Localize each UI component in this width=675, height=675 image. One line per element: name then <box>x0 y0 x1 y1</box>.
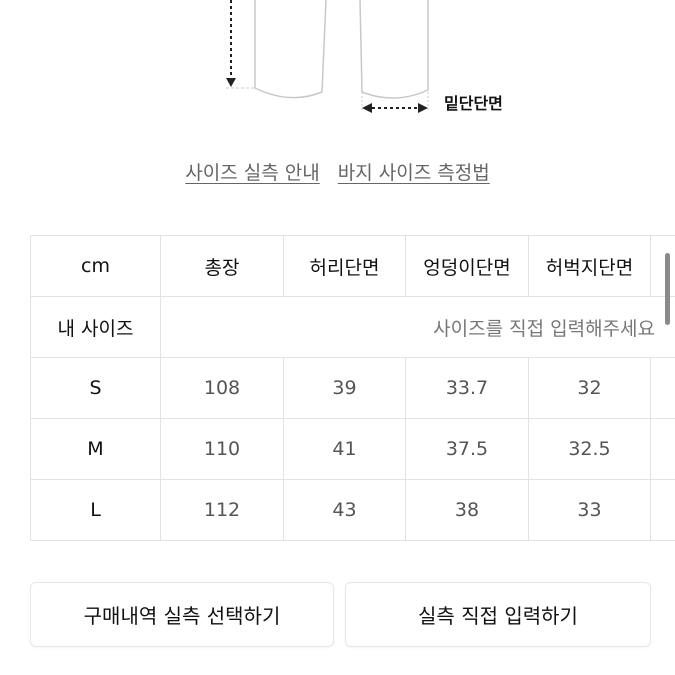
size-guide-link[interactable]: 사이즈 실측 안내 <box>185 162 320 184</box>
header-waist: 허리단면 <box>283 235 406 297</box>
cell <box>650 418 675 480</box>
header-hip: 엉덩이단면 <box>405 235 529 297</box>
hem-arrow-left <box>362 103 372 113</box>
header-unit: cm <box>30 235 161 297</box>
cell: 110 <box>160 418 284 480</box>
hem-arrow-right <box>418 103 428 113</box>
hem-width-label: 밑단단면 <box>444 94 503 113</box>
guide-links: 사이즈 실측 안내 바지 사이즈 측정법 <box>0 158 675 185</box>
cell: 39 <box>283 357 406 419</box>
cell <box>650 357 675 419</box>
my-size-placeholder: 사이즈를 직접 입력해주세요 <box>433 317 655 340</box>
header-thigh: 허벅지단면 <box>528 235 651 297</box>
size-label: M <box>30 418 161 480</box>
cell: 112 <box>160 479 284 541</box>
my-size-label: 내 사이즈 <box>30 296 161 358</box>
pants-measure-link[interactable]: 바지 사이즈 측정법 <box>337 162 490 184</box>
cell: 32 <box>528 357 651 419</box>
select-purchase-history-button[interactable]: 구매내역 실측 선택하기 <box>30 582 334 647</box>
cell: 38 <box>405 479 529 541</box>
pants-measurement-diagram <box>226 0 429 113</box>
header-total-length: 총장 <box>160 235 284 297</box>
table-header-row: cm 총장 허리단면 엉덩이단면 허벅지단면 <box>30 235 675 297</box>
direct-input-button[interactable]: 실측 직접 입력하기 <box>345 582 651 647</box>
table-row: S 108 39 33.7 32 <box>30 357 675 419</box>
cell: 33 <box>528 479 651 541</box>
my-size-input[interactable]: 사이즈를 직접 입력해주세요 <box>160 296 675 358</box>
cell: 41 <box>283 418 406 480</box>
cell: 37.5 <box>405 418 529 480</box>
size-table: cm 총장 허리단면 엉덩이단면 허벅지단면 내 사이즈 사이즈를 직접 입력해… <box>30 235 675 541</box>
cell: 43 <box>283 479 406 541</box>
my-size-row[interactable]: 내 사이즈 사이즈를 직접 입력해주세요 <box>30 296 675 358</box>
length-arrow-head <box>226 78 236 87</box>
table-row: L 112 43 38 33 <box>30 479 675 541</box>
table-scrollbar[interactable] <box>665 253 670 325</box>
size-label: S <box>30 357 161 419</box>
cell <box>650 479 675 541</box>
cell: 108 <box>160 357 284 419</box>
size-label: L <box>30 479 161 541</box>
table-row: M 110 41 37.5 32.5 <box>30 418 675 480</box>
cell: 32.5 <box>528 418 651 480</box>
pants-outline <box>254 0 429 99</box>
cell: 33.7 <box>405 357 529 419</box>
header-more <box>650 235 675 297</box>
